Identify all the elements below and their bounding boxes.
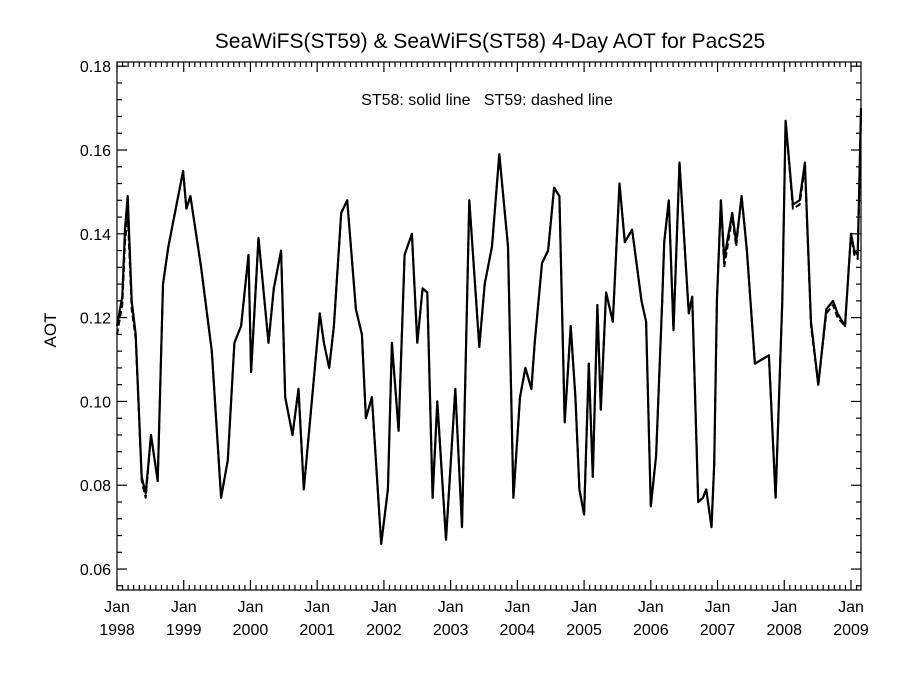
y-tick-label: 0.16	[80, 143, 111, 160]
y-tick-label: 0.14	[80, 227, 111, 244]
x-tick-labels: Jan 1998 Jan 1999 Jan 2000 Jan 2001 Jan 2002 Jan 20…	[99, 599, 869, 639]
y-axis-label: AOT	[41, 313, 60, 348]
plot-frame	[116, 61, 862, 591]
x-tick-label-year: 2003	[433, 622, 469, 639]
x-tick-label-year: 1999	[166, 622, 202, 639]
x-tick-label-year: 2009	[833, 622, 869, 639]
x-tick-label-month: Jan	[304, 599, 330, 616]
series-line-st59	[116, 116, 862, 545]
x-tick-label-month: Jan	[438, 599, 464, 616]
x-tick-label-month: Jan	[771, 599, 797, 616]
y-tick-label: 0.18	[80, 59, 111, 76]
axis-ticks	[116, 62, 861, 590]
x-tick-label-year: 2005	[566, 622, 602, 639]
y-tick-labels: 0.06 0.08 0.10 0.12 0.14 0.16 0.18	[80, 59, 111, 579]
y-tick-label: 0.10	[80, 394, 111, 411]
x-tick-label-month: Jan	[104, 599, 130, 616]
series-style-note: ST58: solid line ST59: dashed line	[361, 92, 613, 109]
series-lines	[115, 108, 863, 546]
x-tick-label-year: 2008	[766, 622, 802, 639]
y-tick-label: 0.06	[80, 562, 111, 579]
x-tick-label-year: 2006	[633, 622, 669, 639]
x-tick-label-month: Jan	[705, 599, 731, 616]
x-tick-label-year: 2007	[700, 622, 736, 639]
x-tick-label-month: Jan	[571, 599, 597, 616]
x-tick-label-month: Jan	[504, 599, 530, 616]
x-tick-label-month: Jan	[171, 599, 197, 616]
x-tick-label-month: Jan	[238, 599, 264, 616]
x-tick-label-year: 2002	[366, 622, 402, 639]
chart-title: SeaWiFS(ST59) & SeaWiFS(ST58) 4-Day AOT …	[215, 30, 765, 53]
x-tick-label-year: 2000	[233, 622, 269, 639]
y-tick-label: 0.08	[80, 478, 111, 495]
x-tick-label-month: Jan	[371, 599, 397, 616]
x-tick-label-year: 2004	[500, 622, 536, 639]
x-tick-label-month: Jan	[838, 599, 864, 616]
x-tick-label-month: Jan	[638, 599, 664, 616]
x-tick-label-year: 1998	[99, 622, 135, 639]
x-tick-label-year: 2001	[299, 622, 335, 639]
y-tick-label: 0.12	[80, 311, 111, 328]
series-line-st58	[115, 108, 863, 546]
